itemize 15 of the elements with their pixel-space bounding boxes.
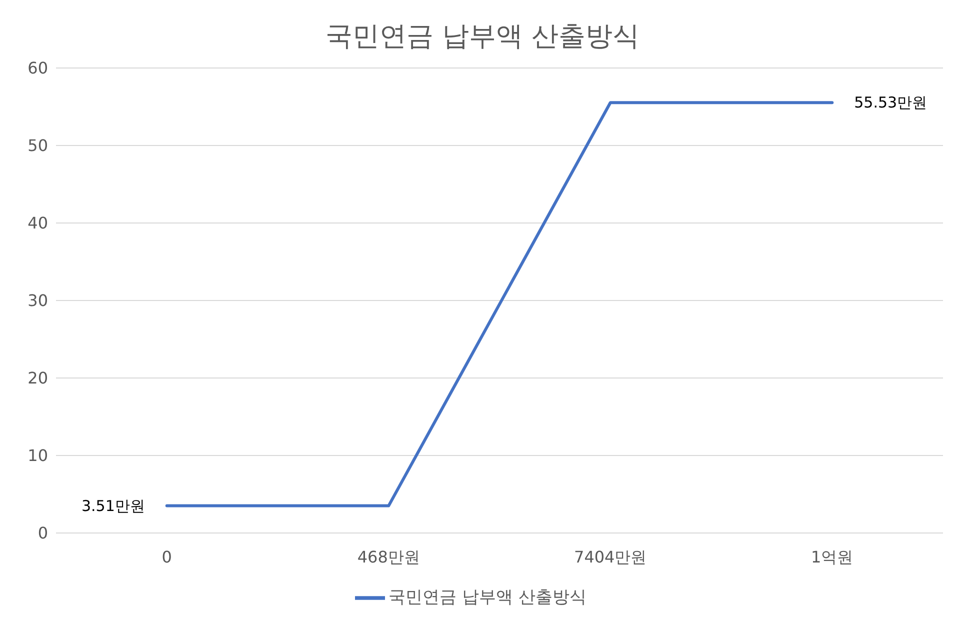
legend-label: 국민연금 납부액 산출방식 xyxy=(388,588,586,608)
x-tick-label: 0 xyxy=(162,547,172,566)
y-tick-label: 0 xyxy=(38,524,48,543)
y-tick-label: 50 xyxy=(28,136,48,156)
x-tick-label: 1억원 xyxy=(811,547,854,566)
data-label: 3.51만원 xyxy=(81,496,145,515)
y-tick-label: 10 xyxy=(28,446,48,466)
y-tick-label: 40 xyxy=(28,214,48,233)
x-tick-label: 7404만원 xyxy=(574,547,647,566)
x-tick-label: 468만원 xyxy=(357,547,420,566)
chart-title: 국민연금 납부액 산출방식 xyxy=(324,20,641,54)
y-tick-label: 20 xyxy=(28,368,48,388)
y-tick-label: 30 xyxy=(28,291,48,310)
data-label: 55.53만원 xyxy=(854,94,928,112)
y-tick-label: 60 xyxy=(28,58,48,78)
